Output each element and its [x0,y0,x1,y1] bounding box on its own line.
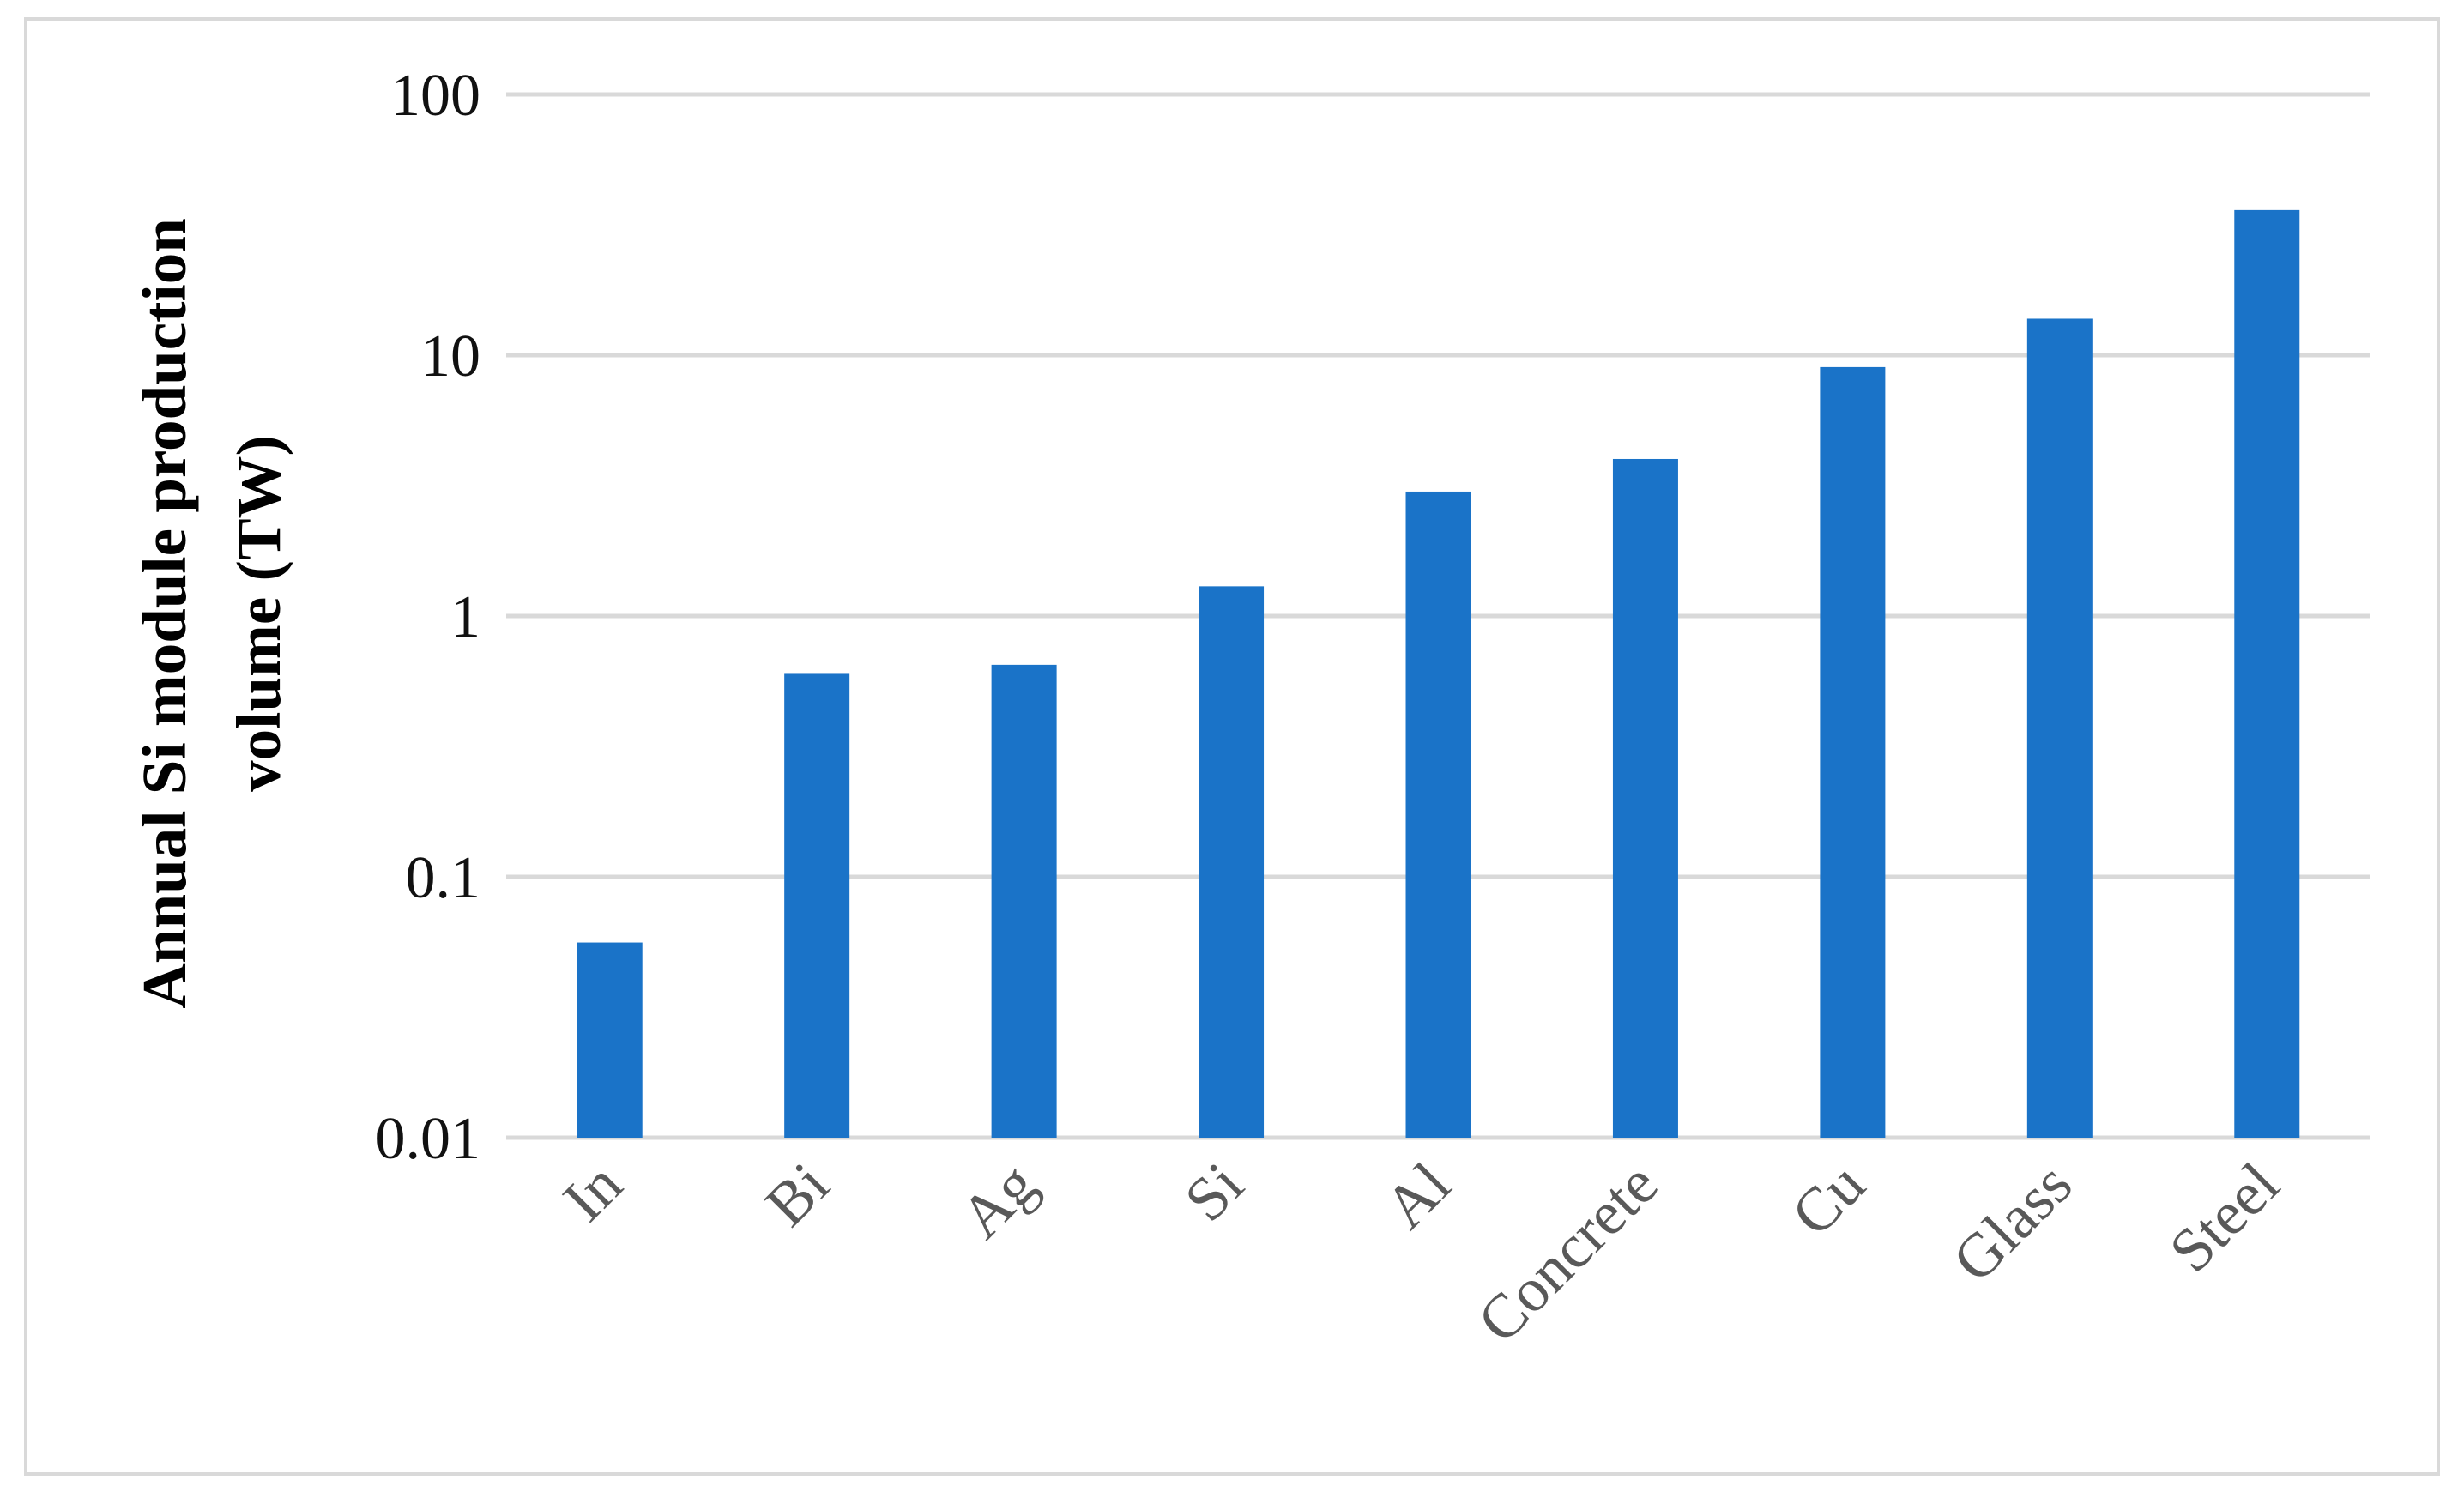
y-tick-label: 1 [450,584,480,650]
x-tick-label: Glass [1939,1150,2085,1296]
bar [784,673,850,1138]
bar [991,664,1057,1138]
x-tick-label: Steel [2156,1150,2292,1285]
y-axis-label: Annual Si module production volume (TW) [130,218,293,1009]
bar [2234,209,2300,1138]
x-tick-label: Si [1171,1150,1256,1235]
y-tick-label: 0.01 [376,1106,481,1172]
y-tick-label: 100 [390,63,480,129]
x-tick-label: Concrete [1465,1150,1670,1356]
bar [2026,318,2093,1138]
x-tick-label: Cu [1779,1150,1878,1249]
chart-border [24,17,2440,1476]
x-tick-label: Al [1371,1150,1463,1241]
bar [577,942,643,1138]
x-tick-label: Bi [752,1150,842,1240]
bar [1612,458,1678,1138]
bar [1199,586,1265,1138]
y-tick-label: 10 [420,323,480,390]
bar [1405,491,1471,1138]
y-tick-label: 0.1 [406,845,481,911]
x-tick-label: In [550,1150,635,1235]
x-tick-label: Ag [947,1150,1049,1252]
bar [1820,366,1886,1138]
